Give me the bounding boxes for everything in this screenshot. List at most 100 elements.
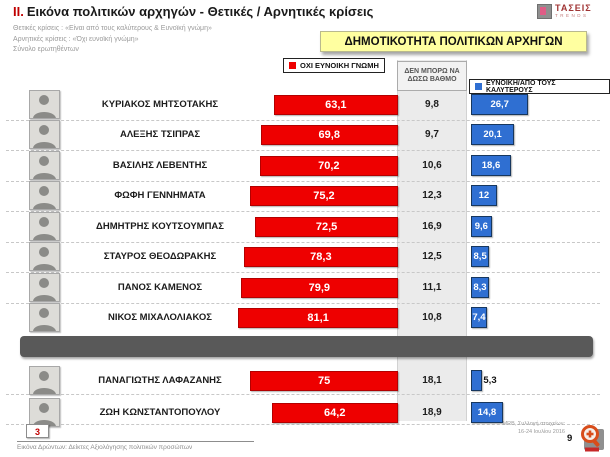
dontknow-value: 10,8: [422, 312, 442, 323]
positive-value: 18,6: [481, 160, 501, 171]
row-separator: [6, 394, 600, 395]
title-number: II.: [13, 4, 24, 19]
magnifier-logo: [579, 424, 605, 452]
table-row: ΠΑΝΟΣ ΚΑΜΕΝΟΣ 79,9 11,1 8,3: [0, 273, 610, 302]
footnote-rule: [17, 441, 254, 442]
source-line: MRB, Συλλογή στοιχείων:: [502, 421, 565, 427]
dontknow-value: 18,9: [422, 407, 442, 418]
trends-logo-subtext: TRENDS: [555, 13, 589, 18]
positive-value: 20,1: [483, 129, 502, 140]
leader-name: ΒΑΣΙΛΗΣ ΛΕΒΕΝΤΗΣ: [112, 160, 208, 171]
dontknow-value: 16,9: [422, 221, 442, 232]
dontknow-value: 9,7: [425, 129, 439, 140]
positive-bar: 12: [471, 185, 497, 206]
negative-bar: 63,1: [273, 95, 398, 115]
table-row: ΠΑΝΑΓΙΩΤΗΣ ΛΑΦΑΖΑΝΗΣ 75 18,1 5,3: [0, 366, 610, 395]
positive-bar: 8,5: [471, 246, 490, 267]
leader-name: ΖΩΗ ΚΩΝΣΤΑΝΤΟΠΟΥΛΟΥ: [99, 407, 221, 418]
chart-title-banner: ΔΗΜΟΤΙΚΟΤΗΤΑ ΠΟΛΙΤΙΚΩΝ ΑΡΧΗΓΩΝ: [320, 31, 587, 52]
dontknow-value: 12,3: [422, 190, 442, 201]
group-divider-bar: [20, 336, 593, 357]
positive-value: 5,3: [483, 375, 497, 386]
leader-photo: [29, 398, 60, 427]
negative-bar: 75: [250, 371, 398, 391]
negative-value: 78,3: [310, 251, 332, 263]
negative-value: 79,9: [308, 282, 331, 294]
slide-number-badge: 3: [26, 424, 49, 438]
row-separator: [6, 242, 600, 243]
table-row: ΖΩΗ ΚΩΝΣΤΑΝΤΟΠΟΥΛΟΥ 64,2 18,9 14,8: [0, 398, 610, 427]
negative-bar: 64,2: [271, 403, 398, 423]
leader-name: ΦΩΦΗ ΓΕΝΝΗΜΑΤΑ: [114, 190, 206, 201]
positive-value: 9,6: [474, 221, 488, 232]
red-square-icon: [289, 62, 296, 69]
table-row: ΦΩΦΗ ΓΕΝΝΗΜΑΤΑ 75,2 12,3 12: [0, 181, 610, 210]
dontknow-column-header: ΔΕΝ ΜΠΟΡΩ ΝΑ ΔΩΣΩ ΒΑΘΜΟ: [397, 61, 467, 91]
page-title: II. Εικόνα πολιτικών αρχηγών - Θετικές / …: [13, 4, 373, 19]
positive-bar: 14,8: [471, 402, 503, 423]
leader-photo: [29, 90, 60, 119]
positive-bar: 8,3: [471, 277, 489, 298]
row-separator: [6, 272, 600, 273]
source-note: MRB, Συλλογή στοιχείων: 16-24 Ιουλίου 20…: [455, 421, 565, 436]
positive-bar: 18,6: [471, 155, 511, 176]
negative-bar: 81,1: [238, 308, 398, 328]
negative-value: 75,2: [313, 190, 335, 202]
row-separator: [6, 120, 600, 121]
table-row: ΔΗΜΗΤΡΗΣ ΚΟΥΤΣΟΥΜΠΑΣ 72,5 16,9 9,6: [0, 212, 610, 241]
subtitle-line: Θετικές κρίσεις : «Είναι από τους καλύτε…: [13, 25, 212, 32]
positive-value: 12: [478, 190, 490, 201]
positive-legend: ΕΥΝΟΙΚΗ/ΑΠΟ ΤΟΥΣ ΚΑΛΥΤΕΡΟΥΣ: [469, 79, 610, 94]
leader-name: ΣΤΑΥΡΟΣ ΘΕΟΔΩΡΑΚΗΣ: [103, 251, 217, 262]
leader-photo: [29, 120, 60, 149]
dontknow-value: 11,1: [422, 282, 442, 293]
positive-value: 8,3: [473, 282, 487, 293]
leader-photo: [29, 151, 60, 180]
leader-photo: [29, 273, 60, 302]
title-text: Εικόνα πολιτικών αρχηγών - Θετικές / Αρν…: [26, 4, 374, 19]
negative-value: 70,2: [318, 160, 340, 172]
blue-square-icon: [475, 83, 482, 90]
trends-logo-text: ΤΑΣΕΙΣ: [555, 3, 592, 13]
negative-bar: 79,9: [240, 278, 398, 298]
dontknow-value: 12,5: [422, 251, 442, 262]
table-row: ΝΙΚΟΣ ΜΙΧΑΛΟΛΙΑΚΟΣ 81,1 10,8 7,4: [0, 303, 610, 332]
positive-bar: 7,4: [471, 307, 487, 328]
table-row: ΑΛΕΞΗΣ ΤΣΙΠΡΑΣ 69,8 9,7 20,1: [0, 120, 610, 149]
negative-value: 81,1: [307, 312, 329, 324]
page-number: 9: [567, 433, 573, 444]
table-row: ΣΤΑΥΡΟΣ ΘΕΟΔΩΡΑΚΗΣ 78,3 12,5 8,5: [0, 242, 610, 271]
negative-bar: 78,3: [243, 247, 398, 267]
subtitle-line: Αρνητικές κρίσεις : «Όχι ευνοϊκή γνώμη»: [13, 35, 139, 43]
subtitle-line: Σύνολο ερωτηθέντων: [13, 46, 79, 53]
positive-bar: 20,1: [471, 124, 515, 145]
positive-value: 26,7: [490, 99, 509, 110]
leader-name: ΔΗΜΗΤΡΗΣ ΚΟΥΤΣΟΥΜΠΑΣ: [96, 221, 224, 232]
leader-photo: [29, 366, 60, 395]
negative-legend: ΟΧΙ ΕΥΝΟΙΚΗ ΓΝΩΜΗ: [283, 58, 385, 73]
table-row: ΒΑΣΙΛΗΣ ΛΕΒΕΝΤΗΣ 70,2 10,6 18,6: [0, 151, 610, 180]
dontknow-value: 9,8: [425, 99, 439, 110]
positive-bar: 26,7: [471, 94, 529, 115]
leader-photo: [29, 242, 60, 271]
subtitle-block: Θετικές κρίσεις : «Είναι από τους καλύτε…: [13, 24, 212, 56]
leader-photo: [29, 181, 60, 210]
row-separator: [6, 181, 600, 182]
negative-bar: 75,2: [249, 186, 398, 206]
trends-logo-icon: [537, 4, 552, 19]
leader-name: ΠΑΝΟΣ ΚΑΜΕΝΟΣ: [117, 282, 203, 293]
row-separator: [6, 424, 600, 425]
negative-value: 63,1: [325, 99, 347, 111]
table-row: ΚΥΡΙΑΚΟΣ ΜΗΤΣΟΤΑΚΗΣ 63,1 9,8 26,7: [0, 90, 610, 119]
leader-photo: [29, 212, 60, 241]
dontknow-value: 10,6: [422, 160, 442, 171]
dontknow-value: 18,1: [422, 375, 442, 386]
negative-value: 64,2: [324, 407, 346, 419]
negative-bar: 72,5: [255, 217, 398, 237]
leader-photo: [29, 303, 60, 332]
trends-logo: ΤΑΣΕΙΣ TRENDS: [537, 4, 592, 19]
leader-name: ΝΙΚΟΣ ΜΙΧΑΛΟΛΙΑΚΟΣ: [108, 312, 212, 323]
negative-value: 72,5: [315, 221, 338, 233]
negative-value: 75: [318, 375, 331, 387]
